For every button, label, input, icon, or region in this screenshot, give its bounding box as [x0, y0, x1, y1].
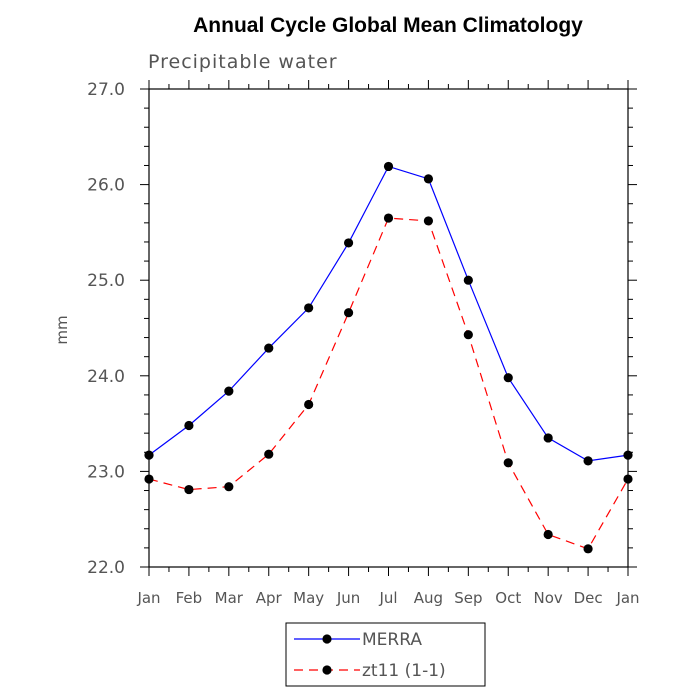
x-tick-label: Apr: [256, 589, 283, 607]
x-tick-label: Oct: [495, 589, 521, 607]
data-point: [623, 474, 633, 484]
y-tick-label: 23.0: [87, 462, 125, 482]
y-tick-label: 22.0: [87, 558, 125, 578]
data-point: [623, 450, 633, 460]
x-tick-label: Jun: [336, 589, 360, 607]
x-tick-label: Dec: [574, 589, 603, 607]
data-point: [383, 161, 394, 172]
data-point: [343, 238, 354, 248]
x-tick-label: Jul: [378, 589, 397, 607]
x-tick-label: May: [293, 589, 324, 607]
data-point: [543, 529, 553, 540]
data-point: [463, 330, 473, 340]
data-point: [144, 474, 154, 484]
data-point: [144, 450, 154, 460]
data-point: [463, 275, 473, 285]
series-layer: [144, 161, 633, 554]
data-point: [543, 433, 553, 443]
y-tick-label: 27.0: [87, 80, 125, 100]
data-point: [583, 456, 593, 466]
data-point: [304, 399, 314, 410]
chart-title: Annual Cycle Global Mean Climatology: [193, 14, 583, 37]
x-tick-label: Mar: [215, 589, 244, 607]
data-point: [423, 216, 434, 226]
data-point: [423, 174, 434, 184]
legend-label: zt11 (1-1): [362, 661, 446, 681]
y-tick-labels: 22.0 23.0 24.0 25.0 26.0 27.0: [87, 80, 125, 578]
x-tick-label: Nov: [534, 589, 563, 607]
data-point: [503, 458, 513, 468]
y-tick-label: 25.0: [87, 271, 125, 291]
data-point: [343, 308, 354, 318]
legend-label: MERRA: [362, 630, 422, 650]
series-line-1: [148, 165, 629, 462]
legend-marker: [322, 665, 332, 675]
data-point: [184, 484, 194, 495]
x-tick-label: Aug: [414, 589, 443, 607]
x-tick-label: Jan: [136, 589, 160, 607]
data-point: [264, 343, 274, 353]
axis-ticks: [140, 80, 637, 576]
data-point: [583, 544, 593, 554]
legend-box: [285, 622, 486, 687]
series-line-2: [148, 217, 629, 550]
data-point: [503, 373, 513, 383]
data-point: [304, 303, 314, 313]
data-point: [224, 386, 234, 396]
legend: MERRA zt11 (1-1): [294, 630, 446, 681]
data-point: [264, 449, 274, 459]
x-tick-label: Jan: [615, 589, 639, 607]
y-axis-label: mm: [53, 315, 71, 344]
chart-subtitle: Precipitable water: [148, 51, 338, 73]
data-point: [383, 213, 394, 223]
data-point: [184, 420, 194, 431]
x-tick-label: Sep: [454, 589, 482, 607]
plot-frame: [148, 88, 629, 568]
x-tick-labels: Jan Feb Mar Apr May Jun Jul Aug Sep Oct Nov Dec Jan: [136, 589, 639, 607]
x-tick-label: Feb: [176, 589, 203, 607]
data-point: [224, 482, 234, 492]
y-tick-label: 26.0: [87, 176, 125, 196]
y-tick-label: 24.0: [87, 367, 125, 387]
legend-marker: [322, 634, 332, 644]
